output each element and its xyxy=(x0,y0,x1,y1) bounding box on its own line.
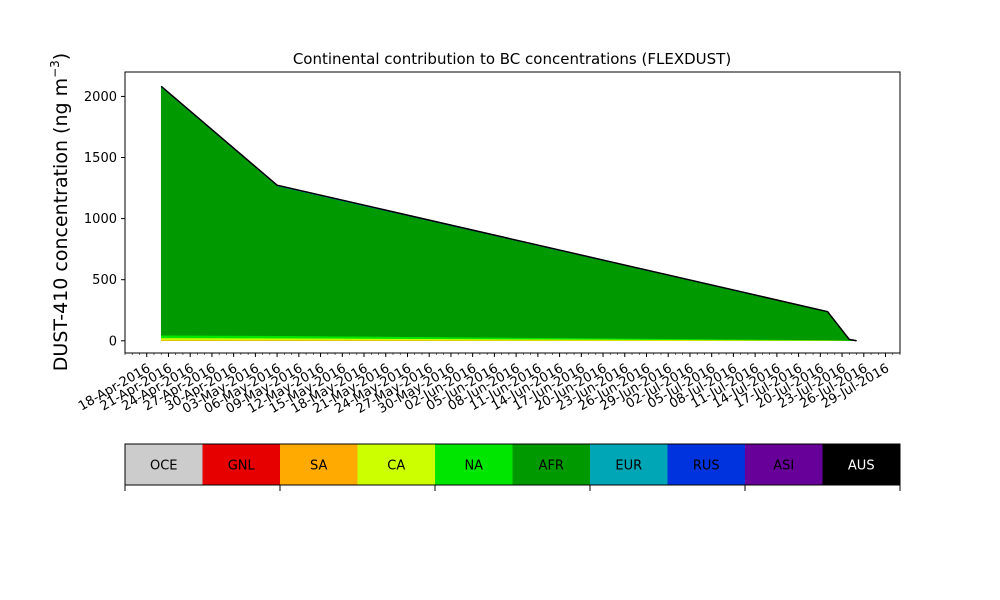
area-series-group xyxy=(160,85,857,342)
legend-swatch-na xyxy=(435,444,513,485)
legend-label-eur: EUR xyxy=(615,459,642,474)
legend-swatch-sa xyxy=(280,444,358,485)
y-tick-label: 500 xyxy=(92,273,117,288)
chart-title: Continental contribution to BC concentra… xyxy=(293,50,731,68)
y-axis-label: DUST-410 concentration (ng m−3) xyxy=(48,53,72,371)
legend-swatch-eur xyxy=(590,444,668,485)
y-axis-label-main: DUST-410 concentration (ng m xyxy=(50,78,72,371)
legend-swatch-rus xyxy=(667,444,746,485)
y-tick-label: 2000 xyxy=(84,90,117,105)
y-axis-label-close: ) xyxy=(50,53,72,60)
top-outline-group xyxy=(160,85,857,342)
area-afr xyxy=(160,86,857,342)
legend-swatch-oce xyxy=(125,444,203,485)
legend-label-na: NA xyxy=(464,459,483,474)
legend-swatch-afr xyxy=(512,444,591,485)
total-outline-line xyxy=(160,85,857,342)
legend-label-rus: RUS xyxy=(693,459,720,474)
legend-label-aus: AUS xyxy=(848,459,875,474)
legend-swatch-ca xyxy=(357,444,436,485)
legend-label-asi: ASI xyxy=(773,459,794,474)
legend-swatch-gnl xyxy=(202,444,281,485)
y-tick-label: 0 xyxy=(109,334,117,349)
legend-label-gnl: GNL xyxy=(228,459,256,474)
plot-frame xyxy=(124,71,901,354)
x-axis: 18-Apr-201621-Apr-201624-Apr-201627-Apr-… xyxy=(76,353,901,417)
legend-swatch-asi xyxy=(745,444,823,485)
y-tick-label: 1500 xyxy=(84,151,117,166)
y-tick-label: 1000 xyxy=(84,212,117,227)
legend-frame xyxy=(124,443,901,486)
y-axis: 0 500 1000 1500 2000 xyxy=(84,90,125,349)
legend-label-oce: OCE xyxy=(150,459,178,474)
colorbar-legend: OCE GNL SA CA NA AFR EUR RUS ASI AUS xyxy=(124,443,901,491)
y-axis-label-superscript: −3 xyxy=(48,60,62,78)
legend-swatch-aus xyxy=(822,444,901,485)
legend-label-ca: CA xyxy=(387,459,405,474)
legend-label-sa: SA xyxy=(310,459,327,474)
legend-label-afr: AFR xyxy=(539,459,564,474)
